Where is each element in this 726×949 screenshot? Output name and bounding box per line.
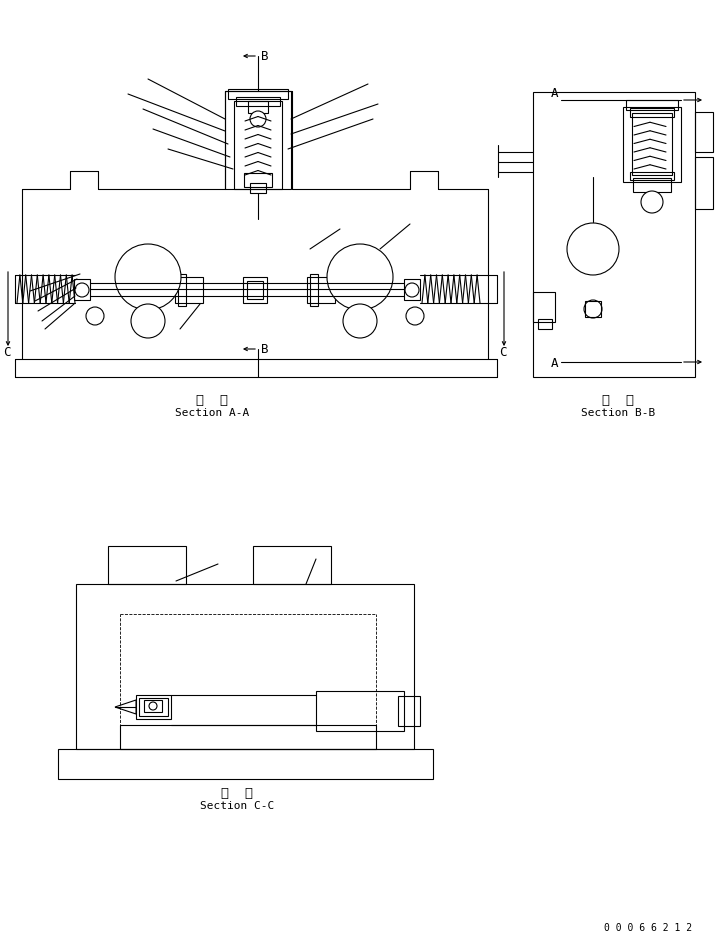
- Bar: [533, 292, 555, 322]
- Text: C: C: [3, 346, 10, 359]
- Bar: [630, 172, 674, 180]
- Bar: [585, 301, 601, 317]
- Bar: [225, 91, 291, 189]
- Bar: [630, 108, 674, 117]
- Circle shape: [567, 223, 619, 275]
- Circle shape: [327, 244, 393, 310]
- Bar: [244, 173, 272, 187]
- Circle shape: [406, 307, 424, 325]
- Bar: [74, 279, 90, 300]
- Bar: [307, 277, 335, 303]
- Bar: [695, 112, 713, 152]
- Bar: [144, 700, 162, 712]
- Bar: [632, 113, 672, 175]
- Polygon shape: [115, 700, 136, 714]
- Bar: [695, 157, 713, 209]
- Circle shape: [131, 304, 165, 338]
- Text: Section C-C: Section C-C: [200, 801, 274, 811]
- Circle shape: [75, 283, 89, 297]
- Bar: [626, 100, 678, 110]
- Bar: [243, 277, 267, 303]
- Bar: [633, 178, 671, 192]
- Circle shape: [641, 191, 663, 213]
- Bar: [136, 695, 171, 719]
- Text: 断  面: 断 面: [221, 787, 253, 800]
- Text: Section A-A: Section A-A: [175, 408, 249, 418]
- Circle shape: [149, 702, 157, 710]
- Text: B: B: [261, 49, 269, 63]
- Bar: [120, 725, 376, 749]
- Bar: [234, 101, 282, 189]
- Circle shape: [343, 304, 377, 338]
- Text: 0 0 0 6 6 2 1 2: 0 0 0 6 6 2 1 2: [604, 923, 692, 933]
- Bar: [247, 281, 263, 299]
- Bar: [533, 92, 695, 377]
- Circle shape: [250, 111, 266, 127]
- Text: A: A: [551, 357, 558, 370]
- Bar: [58, 749, 433, 779]
- Bar: [404, 279, 420, 300]
- Bar: [228, 89, 288, 99]
- Bar: [538, 319, 552, 329]
- Circle shape: [584, 300, 602, 318]
- Bar: [178, 274, 186, 306]
- Bar: [175, 277, 203, 303]
- Bar: [310, 274, 318, 306]
- Bar: [623, 107, 681, 182]
- Bar: [76, 584, 414, 749]
- Text: B: B: [261, 343, 269, 356]
- Bar: [108, 546, 186, 584]
- Circle shape: [86, 307, 104, 325]
- Bar: [248, 101, 268, 113]
- Bar: [316, 691, 404, 731]
- Text: 断  面: 断 面: [602, 394, 634, 407]
- Bar: [253, 546, 331, 584]
- Bar: [398, 696, 420, 726]
- Text: A: A: [551, 87, 558, 100]
- Bar: [250, 183, 266, 193]
- Text: 断  面: 断 面: [196, 394, 228, 407]
- Bar: [236, 97, 280, 106]
- Text: Section B-B: Section B-B: [581, 408, 655, 418]
- Text: C: C: [499, 346, 507, 359]
- Bar: [139, 698, 168, 716]
- Circle shape: [405, 283, 419, 297]
- Circle shape: [115, 244, 181, 310]
